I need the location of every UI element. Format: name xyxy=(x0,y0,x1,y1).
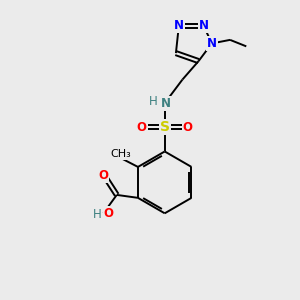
Text: H: H xyxy=(92,208,101,221)
Text: N: N xyxy=(161,97,171,110)
Text: N: N xyxy=(207,37,217,50)
Text: S: S xyxy=(160,120,170,134)
Text: O: O xyxy=(98,169,108,182)
Text: N: N xyxy=(199,19,208,32)
Text: O: O xyxy=(137,121,147,134)
Text: H: H xyxy=(149,95,158,108)
Text: O: O xyxy=(104,207,114,220)
Text: CH₃: CH₃ xyxy=(110,149,131,159)
Text: N: N xyxy=(174,19,184,32)
Text: O: O xyxy=(183,121,193,134)
